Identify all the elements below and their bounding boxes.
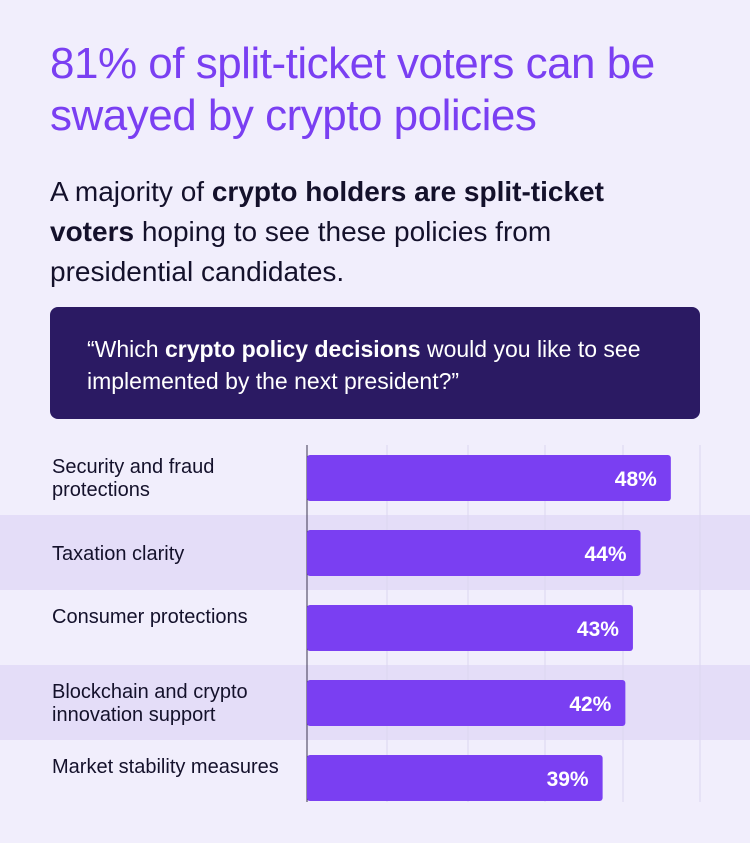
category-label-consumer: Consumer protections bbox=[52, 606, 248, 628]
subtitle-part: A majority of bbox=[50, 176, 212, 207]
category-label-blockchain: Blockchain and crypto innovation support bbox=[52, 681, 248, 726]
category-label-taxation: Taxation clarity bbox=[52, 543, 185, 565]
bar bbox=[307, 755, 603, 801]
survey-question-box: “Which crypto policy decisions would you… bbox=[50, 307, 700, 419]
bar bbox=[307, 605, 633, 651]
chart-subtitle: A majority of crypto holders are split-t… bbox=[50, 172, 690, 292]
question-part-bold: crypto policy decisions bbox=[164, 336, 421, 362]
bar-value-label: 48% bbox=[615, 468, 657, 491]
bar bbox=[307, 530, 641, 576]
chart-title: 81% of split-ticket voters can be swayed… bbox=[50, 39, 655, 140]
bar bbox=[307, 455, 671, 501]
question-part: would you like to see implemented by the… bbox=[87, 336, 641, 394]
bar-value-label: 43% bbox=[577, 618, 619, 641]
bar-value-label: 44% bbox=[584, 543, 626, 566]
bar-value-label: 42% bbox=[569, 693, 611, 716]
question-part: “Which bbox=[87, 336, 165, 362]
category-label-market: Market stability measures bbox=[52, 756, 279, 778]
bar-chart: 48% 44% 43% 42% 39% bbox=[306, 445, 701, 802]
subtitle-part-bold: crypto holders are split-ticket voters bbox=[50, 176, 604, 247]
subtitle-part: hoping to see these policies from presid… bbox=[50, 216, 552, 287]
bar-value-label: 39% bbox=[547, 768, 589, 791]
bar bbox=[307, 680, 626, 726]
category-label-security: Security and fraud protections bbox=[52, 456, 215, 501]
